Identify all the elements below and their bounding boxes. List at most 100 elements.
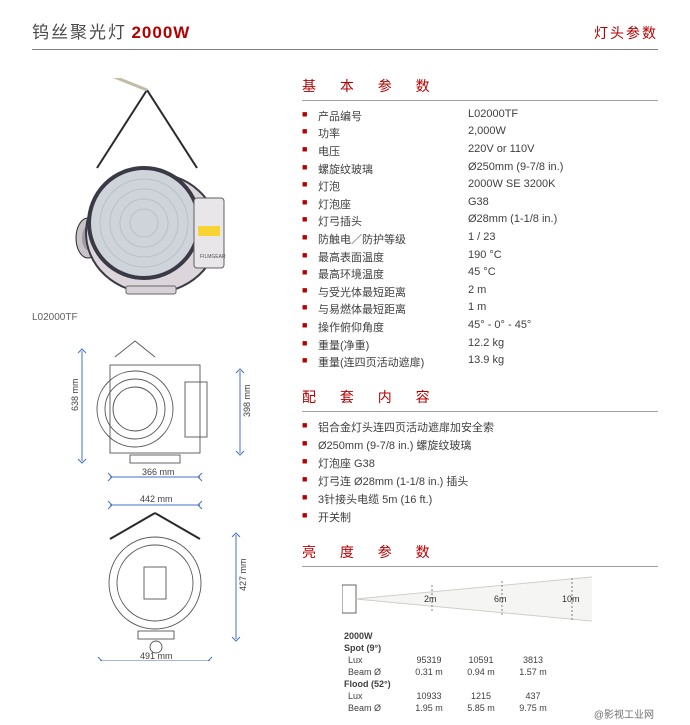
spec-value: 2000W SE 3200K xyxy=(468,178,658,190)
brightness-section-title: 亮 度 参 数 xyxy=(302,542,658,567)
product-power: 2000W xyxy=(131,23,190,42)
spec-label: 重量(净重) xyxy=(318,337,468,353)
spec-value: 12.2 kg xyxy=(468,337,658,349)
spec-row: ■防触电／防护等级1 / 23 xyxy=(302,230,658,248)
spec-row: ■与易燃体最短距离1 m xyxy=(302,301,658,319)
dim-h2: 398 mm xyxy=(242,384,252,417)
include-text: Ø250mm (9-7/8 in.) 螺旋纹玻璃 xyxy=(318,437,471,453)
spec-value: 2,000W xyxy=(468,125,658,137)
spec-value: L02000TF xyxy=(468,108,658,120)
spec-label: 操作俯仰角度 xyxy=(318,319,468,335)
spec-sheet: 钨丝聚光灯 2000W 灯头参数 xyxy=(0,0,690,725)
spec-row: ■与受光体最短距离2 m xyxy=(302,283,658,301)
bright-value: 1215 xyxy=(456,691,506,701)
bright-value: 5.85 m xyxy=(456,703,506,713)
bright-value: 0.31 m xyxy=(404,667,454,677)
svg-text:FILMGEAR: FILMGEAR xyxy=(200,254,226,260)
bright-value: 95319 xyxy=(404,655,454,665)
includes-list: ■铝合金灯头连四页活动遮扉加安全索■Ø250mm (9-7/8 in.) 螺旋纹… xyxy=(302,418,658,526)
dim-w1: 442 mm xyxy=(140,494,173,504)
header: 钨丝聚光灯 2000W 灯头参数 xyxy=(32,18,658,50)
spec-value: 1 / 23 xyxy=(468,231,658,243)
bright-value: 10933 xyxy=(404,691,454,701)
spec-value: 45 °C xyxy=(468,266,658,278)
product-name: 钨丝聚光灯 xyxy=(32,23,127,42)
bullet-icon: ■ xyxy=(302,419,318,435)
front-drawing: 442 mm 491 mm 427 mm xyxy=(32,491,282,661)
bright-value: 0.94 m xyxy=(456,667,506,677)
spec-row: ■重量(净重)12.2 kg xyxy=(302,336,658,354)
title-left: 钨丝聚光灯 2000W xyxy=(32,18,190,43)
spec-label: 灯泡座 xyxy=(318,196,468,212)
bullet-icon: ■ xyxy=(302,437,318,453)
spec-row: ■最高环境温度45 °C xyxy=(302,265,658,283)
bullet-icon: ■ xyxy=(302,143,318,156)
bright-value: 9.75 m xyxy=(508,703,558,713)
spec-row: ■功率2,000W xyxy=(302,125,658,143)
spec-row: ■电压220V or 110V xyxy=(302,142,658,160)
bright-group: Spot (9°) xyxy=(344,643,402,653)
beam-diagram: 2m 6m 10m xyxy=(342,575,658,625)
bright-value: 3813 xyxy=(508,655,558,665)
bullet-icon: ■ xyxy=(302,161,318,174)
brightness-block: 2m 6m 10m 2000W Spot (9°)Lux953191059138… xyxy=(302,575,658,715)
spec-label: 螺旋纹玻璃 xyxy=(318,161,468,177)
spec-label: 灯泡 xyxy=(318,178,468,194)
bullet-icon: ■ xyxy=(302,213,318,226)
dim-h3: 427 mm xyxy=(238,558,248,591)
include-row: ■开关制 xyxy=(302,508,658,526)
spec-row: ■操作俯仰角度45° - 0° - 45° xyxy=(302,318,658,336)
include-row: ■铝合金灯头连四页活动遮扉加安全索 xyxy=(302,418,658,436)
include-text: 灯弓连 Ø28mm (1-1/8 in.) 插头 xyxy=(318,473,468,489)
bullet-icon: ■ xyxy=(302,301,318,314)
bullet-icon: ■ xyxy=(302,231,318,244)
bright-value: 1.57 m xyxy=(508,667,558,677)
bright-metric: Beam Ø xyxy=(344,703,402,713)
include-row: ■灯泡座 G38 xyxy=(302,454,658,472)
include-row: ■灯弓连 Ø28mm (1-1/8 in.) 插头 xyxy=(302,472,658,490)
spec-value: 13.9 kg xyxy=(468,354,658,366)
side-drawing: 366 mm 638 mm 398 mm xyxy=(32,335,282,485)
bullet-icon: ■ xyxy=(302,491,318,507)
basic-section-title: 基 本 参 数 xyxy=(302,76,658,101)
basic-params-list: ■产品编号L02000TF■功率2,000W■电压220V or 110V■螺旋… xyxy=(302,107,658,371)
spec-value: 45° - 0° - 45° xyxy=(468,319,658,331)
bright-metric: Beam Ø xyxy=(344,667,402,677)
bullet-icon: ■ xyxy=(302,266,318,279)
spec-value: 190 °C xyxy=(468,249,658,261)
spec-row: ■产品编号L02000TF xyxy=(302,107,658,125)
bright-value: 1.95 m xyxy=(404,703,454,713)
bullet-icon: ■ xyxy=(302,455,318,471)
spec-row: ■灯泡2000W SE 3200K xyxy=(302,177,658,195)
include-text: 灯泡座 G38 xyxy=(318,455,375,471)
svg-text:10m: 10m xyxy=(562,594,580,604)
spec-label: 电压 xyxy=(318,143,468,159)
spec-row: ■灯弓插头Ø28mm (1-1/8 in.) xyxy=(302,213,658,231)
bullet-icon: ■ xyxy=(302,354,318,367)
spec-value: 220V or 110V xyxy=(468,143,658,155)
spec-value: G38 xyxy=(468,196,658,208)
spec-label: 与易燃体最短距离 xyxy=(318,301,468,317)
model-label: L02000TF xyxy=(32,312,282,323)
bright-group: Flood (52°) xyxy=(344,679,402,689)
svg-text:6m: 6m xyxy=(494,594,507,604)
spec-value: 2 m xyxy=(468,284,658,296)
bullet-icon: ■ xyxy=(302,337,318,350)
svg-text:2m: 2m xyxy=(424,594,437,604)
header-right-label: 灯头参数 xyxy=(594,23,658,43)
spec-label: 重量(连四页活动遮扉) xyxy=(318,354,468,370)
spec-label: 功率 xyxy=(318,125,468,141)
right-column: 基 本 参 数 ■产品编号L02000TF■功率2,000W■电压220V or… xyxy=(302,68,658,715)
bullet-icon: ■ xyxy=(302,284,318,297)
dim-width: 366 mm xyxy=(142,467,175,477)
spec-label: 与受光体最短距离 xyxy=(318,284,468,300)
bullet-icon: ■ xyxy=(302,196,318,209)
spec-row: ■重量(连四页活动遮扉)13.9 kg xyxy=(302,353,658,371)
bright-value: 437 xyxy=(508,691,558,701)
include-text: 铝合金灯头连四页活动遮扉加安全索 xyxy=(318,419,494,435)
left-column: FILMGEAR L02000TF xyxy=(32,68,302,715)
spec-label: 产品编号 xyxy=(318,108,468,124)
bright-power: 2000W xyxy=(344,631,402,641)
spec-row: ■螺旋纹玻璃Ø250mm (9-7/8 in.) xyxy=(302,160,658,178)
includes-section-title: 配 套 内 容 xyxy=(302,387,658,412)
